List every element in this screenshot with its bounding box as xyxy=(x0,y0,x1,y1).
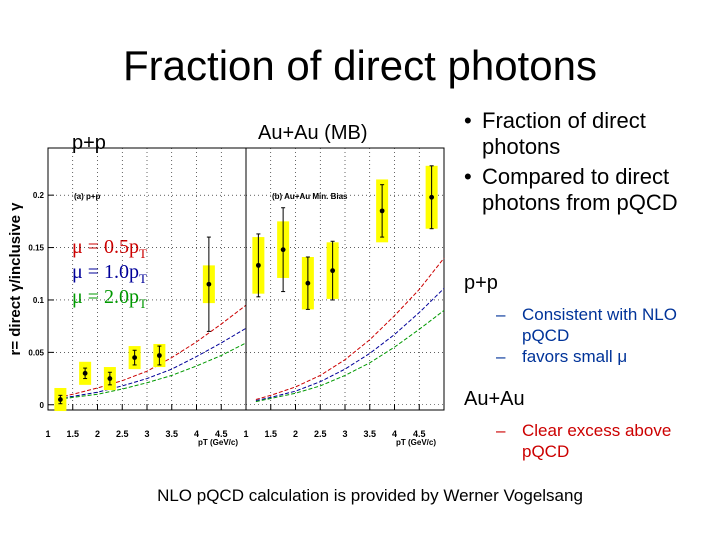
curve-mu-2.0 xyxy=(255,310,445,403)
panel-title: (a) p+p xyxy=(74,192,101,201)
data-point xyxy=(379,208,385,214)
data-point xyxy=(305,280,311,286)
panel-auau: 1 1.5 2 2.5 3 3.5 4 4.5pT (GeV/c) (b) Au+Au Min.… xyxy=(243,147,445,447)
x-tick-label: 1 xyxy=(243,429,248,439)
bullet-list: • Fraction of direct photons • Compared to… xyxy=(464,108,714,220)
data-point xyxy=(280,247,286,253)
x-tick-label: 3 xyxy=(342,429,347,439)
auau-label: Au+Au (MB) xyxy=(258,122,368,144)
panel-title: (b) Au+Au Min. Bias xyxy=(272,192,348,201)
data-point xyxy=(429,194,435,200)
x-tick-label: 3.5 xyxy=(363,429,376,439)
footer-credit: NLO pQCD calculation is provided by Wern… xyxy=(157,486,583,505)
data-point xyxy=(255,262,261,268)
x-tick-label: 1.5 xyxy=(264,429,277,439)
data-point xyxy=(57,397,63,402)
curve-mu-1.0 xyxy=(255,288,445,402)
x-axis-title: pT (GeV/c) xyxy=(198,438,238,447)
data-point xyxy=(206,281,212,287)
y-tick-label: 0.05 xyxy=(28,348,44,357)
mu-legend-1: μ = 1.0pT xyxy=(72,261,147,286)
data-point xyxy=(330,268,336,274)
auau-section-heading: Au+Au xyxy=(464,388,525,410)
y-tick-label: 0.2 xyxy=(33,191,45,200)
x-tick-label: 2 xyxy=(95,429,100,439)
y-axis-title: r= direct γ/inclusive γ xyxy=(7,202,24,356)
panel-frame xyxy=(245,147,445,411)
x-tick-label: 1 xyxy=(45,429,50,439)
pp-section-list: – Consistent with NLO pQCD – favors small … xyxy=(496,304,716,367)
bullet-item: • Fraction of direct photons xyxy=(464,108,646,159)
mu-legend-2: μ = 2.0pT xyxy=(72,286,147,311)
curve-mu-0.5 xyxy=(255,257,445,401)
curve-mu-2.0 xyxy=(57,342,247,401)
data-point xyxy=(132,355,138,360)
panel-pp: 1 1.5 2 2.5 3 3.5 4 4.5 0 0.05 0.1 0.15 0.2 pT (GeV/c… xyxy=(28,147,247,447)
auau-section-list: – Clear excess above pQCD xyxy=(496,420,716,462)
curve-mu-0.5 xyxy=(57,304,247,398)
data-point xyxy=(156,353,162,358)
slide-title: Fraction of direct photons xyxy=(123,42,597,89)
x-tick-label: 3.5 xyxy=(165,429,178,439)
pp-section-heading: p+p xyxy=(464,272,498,294)
x-tick-label: 1.5 xyxy=(66,429,79,439)
auau-item: – Clear excess above pQCD xyxy=(496,421,672,461)
data-point xyxy=(82,370,88,376)
curve-mu-1.0 xyxy=(57,327,247,399)
data-point xyxy=(107,376,113,381)
y-tick-label: 0 xyxy=(40,401,45,410)
x-tick-label: 2.5 xyxy=(116,429,129,439)
x-tick-label: 2 xyxy=(293,429,298,439)
y-tick-label: 0.1 xyxy=(33,296,45,305)
x-tick-label: 4.5 xyxy=(215,429,228,439)
pp-item: – favors small μ xyxy=(496,347,628,366)
bullet-item: • Compared to direct photons from pQCD xyxy=(464,164,678,215)
x-tick-label: 4.5 xyxy=(413,429,426,439)
x-tick-label: 4 xyxy=(194,429,199,439)
y-tick-label: 0.15 xyxy=(28,244,44,253)
x-tick-label: 2.5 xyxy=(314,429,327,439)
x-tick-label: 3 xyxy=(144,429,149,439)
pp-item: – Consistent with NLO pQCD xyxy=(496,305,677,345)
x-axis-title: pT (GeV/c) xyxy=(396,438,436,447)
x-tick-label: 4 xyxy=(392,429,397,439)
